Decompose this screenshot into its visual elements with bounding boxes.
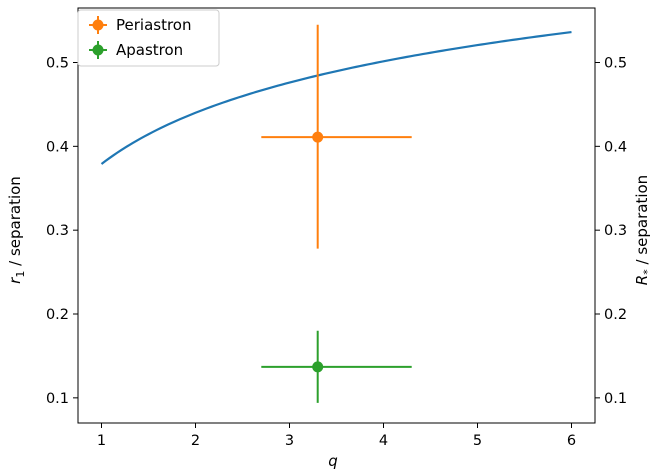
left-y-tick-label: 0.3 — [46, 223, 69, 239]
x-tick-label: 4 — [379, 433, 388, 449]
right-y-tick-label: 0.2 — [604, 307, 627, 323]
x-tick-label: 5 — [473, 433, 482, 449]
legend-box — [77, 9, 220, 67]
right-y-tick-label: 0.3 — [604, 223, 627, 239]
right-y-axis-label-rest: / separation — [633, 175, 651, 269]
errorbar-point-periastron — [261, 24, 412, 249]
x-tick-label: 6 — [567, 433, 576, 449]
left-y-axis-label: r1 / separation — [6, 176, 27, 284]
left-y-axis-ticks: 0.1 0.2 0.3 0.4 0.5 — [46, 55, 78, 407]
x-tick-label: 2 — [191, 433, 200, 449]
data-point — [312, 131, 324, 143]
left-y-tick-label: 0.2 — [46, 307, 69, 323]
right-y-axis-label-var: R — [633, 275, 651, 285]
right-y-tick-label: 0.1 — [604, 391, 627, 407]
legend-marker — [92, 44, 104, 56]
plot-frame — [77, 7, 596, 424]
legend-marker — [92, 19, 104, 31]
x-axis-label: q — [328, 452, 338, 470]
legend: Periastron Apastron — [77, 9, 220, 67]
x-axis-ticks: 1 2 3 4 5 6 — [97, 423, 576, 449]
legend-label: Apastron — [116, 41, 183, 59]
roche-lobe-curve — [100, 30, 572, 165]
right-y-axis-ticks: 0.1 0.2 0.3 0.4 0.5 — [595, 55, 627, 407]
left-y-tick-label: 0.1 — [46, 391, 69, 407]
left-y-axis-label-var: r — [6, 277, 24, 284]
chart-marks — [100, 24, 572, 403]
right-y-axis-label: R* / separation — [633, 175, 654, 285]
right-y-axis-label-sub: * — [641, 269, 654, 275]
x-tick-label: 3 — [285, 433, 294, 449]
left-y-axis-label-sub: 1 — [14, 271, 27, 278]
right-y-tick-label: 0.5 — [604, 55, 627, 71]
errorbar-point-apastron — [261, 330, 412, 403]
right-y-tick-label: 0.4 — [604, 139, 627, 155]
left-y-tick-label: 0.5 — [46, 55, 69, 71]
data-point — [312, 361, 324, 373]
legend-label: Periastron — [116, 16, 191, 34]
left-y-tick-label: 0.4 — [46, 139, 69, 155]
left-y-axis-label-rest: / separation — [6, 176, 24, 270]
x-tick-label: 1 — [97, 433, 106, 449]
